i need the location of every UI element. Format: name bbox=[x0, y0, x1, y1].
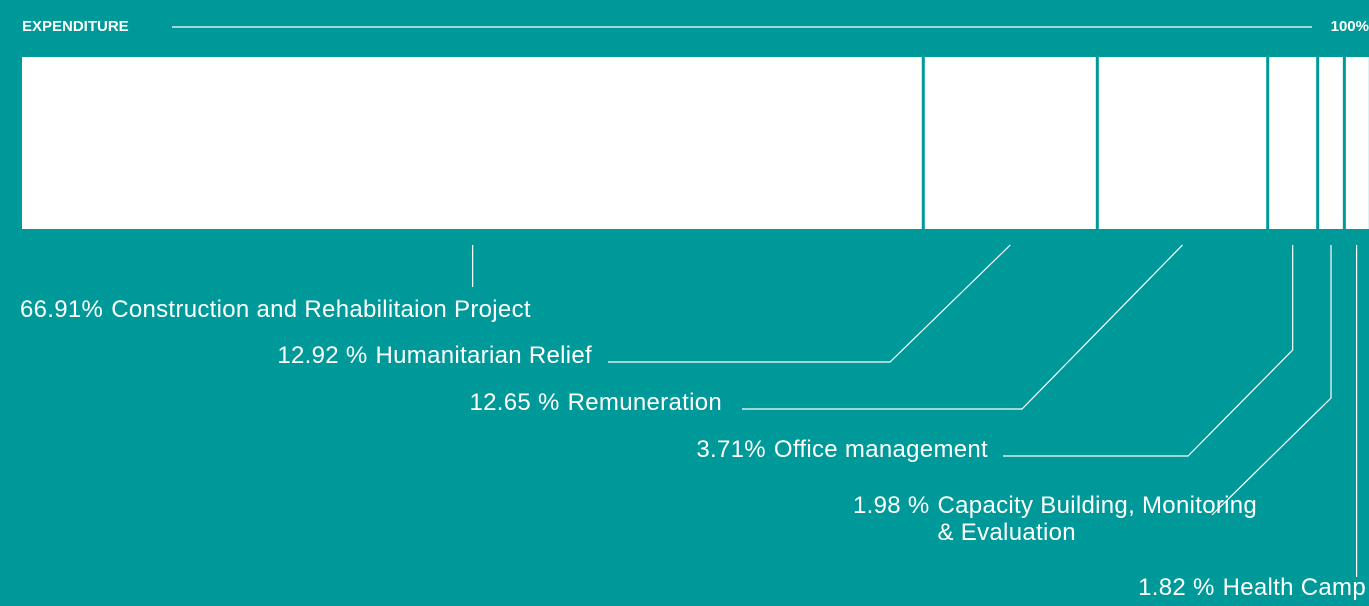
category-label: Construction and Rehabilitaion Project bbox=[111, 296, 531, 323]
segment-label: 1.82 % Health Camp bbox=[1138, 574, 1366, 601]
segment-label: 66.91% Construction and Rehabilitaion Pro… bbox=[20, 296, 531, 323]
segment-label: 1.98 % Capacity Building, Monitoring & Ev… bbox=[853, 492, 1268, 546]
bar-segment bbox=[1319, 57, 1343, 229]
x-tick-label: 100% bbox=[1330, 18, 1369, 35]
category-label: Office management bbox=[773, 436, 988, 463]
leader-line bbox=[742, 244, 1183, 410]
segment-label: 3.71% Office management bbox=[696, 436, 988, 463]
value-label: 3.71% bbox=[696, 436, 766, 463]
segment-label: 12.92 % Humanitarian Relief bbox=[277, 342, 592, 369]
value-label: 1.98 % bbox=[853, 492, 930, 519]
leader-line bbox=[1003, 245, 1294, 457]
category-label: Remuneration bbox=[567, 389, 722, 416]
bar-segment bbox=[22, 57, 922, 229]
leader-line bbox=[608, 244, 1011, 363]
value-label: 12.92 % bbox=[277, 342, 368, 369]
bar-segment bbox=[924, 57, 1096, 229]
category-label: Capacity Building, Monitoring & Evaluati… bbox=[937, 492, 1258, 546]
value-label: 1.82 % bbox=[1138, 574, 1215, 601]
bar-segment bbox=[1098, 57, 1267, 229]
bar-segment bbox=[1345, 57, 1369, 229]
value-label: 12.65 % bbox=[469, 389, 560, 416]
chart-title: EXPENDITURE bbox=[22, 18, 129, 35]
bar-segment bbox=[1269, 57, 1317, 229]
category-label: Humanitarian Relief bbox=[375, 342, 592, 369]
value-label: 66.91% bbox=[20, 296, 104, 323]
segment-label: 12.65 % Remuneration bbox=[469, 389, 722, 416]
category-label: Health Camp bbox=[1222, 574, 1366, 601]
leader-line bbox=[1211, 245, 1332, 516]
